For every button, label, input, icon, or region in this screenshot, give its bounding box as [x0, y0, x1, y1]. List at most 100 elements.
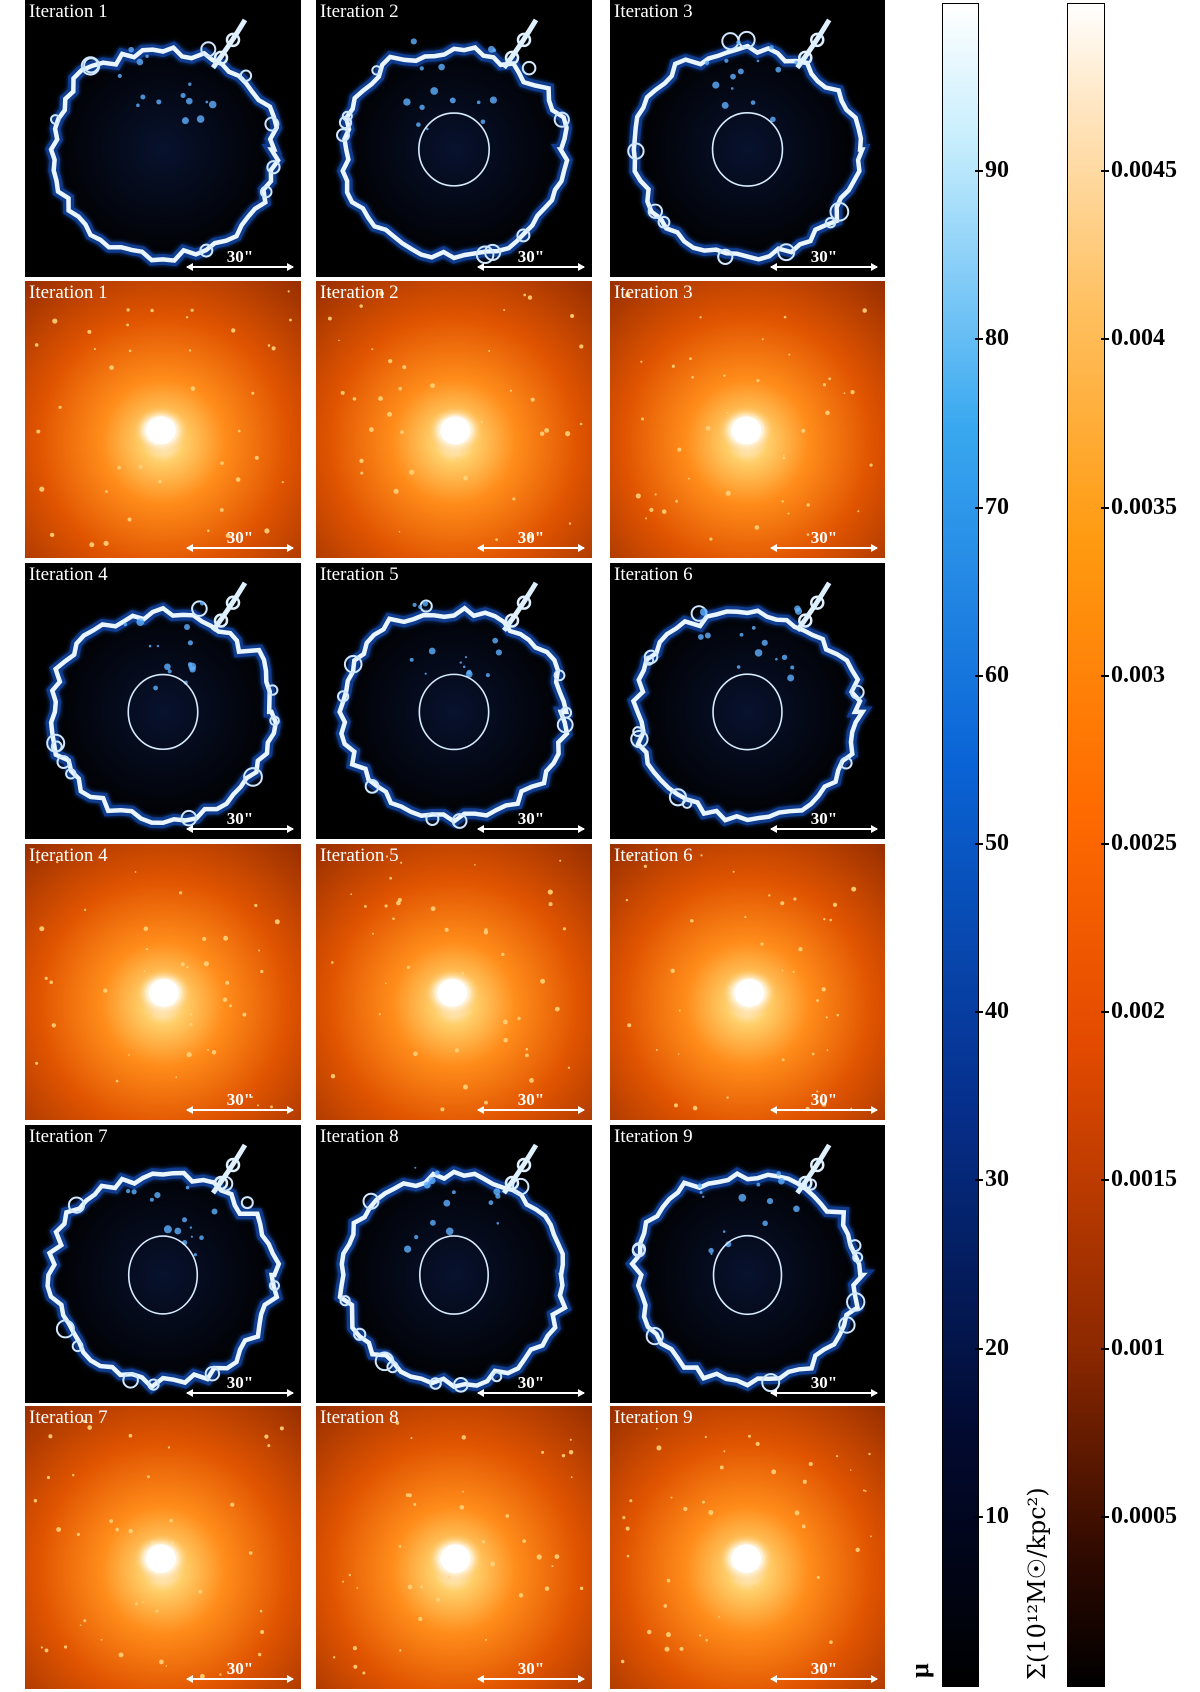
scale-bar-line [477, 1675, 585, 1683]
magnification-map-8: Iteration 5 30" [316, 563, 592, 839]
mu-tick-label: 50 [985, 830, 1009, 856]
sigma-tick-label: 0.0015 [1111, 1166, 1177, 1193]
mu-colorbar-label: μ [905, 1663, 934, 1678]
scale-bar: 30" [477, 809, 585, 833]
scale-bar-label: 30" [810, 809, 838, 828]
panel-label: Iteration 5 [320, 845, 399, 866]
scale-bar: 30" [186, 247, 294, 271]
scale-bar-label: 30" [226, 247, 254, 266]
scale-bar-line [770, 1389, 878, 1397]
mass-density-map-4: Iteration 1 30" [25, 281, 301, 558]
scale-bar-line [477, 263, 585, 271]
scale-bar: 30" [770, 528, 878, 552]
sigma-tick-mark [1101, 1011, 1109, 1014]
scale-bar-label: 30" [810, 1373, 838, 1392]
magnification-map-3: Iteration 3 30" [610, 0, 885, 277]
mass-density-map-5: Iteration 2 30" [316, 281, 592, 558]
mu-tick-mark [975, 506, 983, 509]
mass-density-map-11: Iteration 5 30" [316, 844, 592, 1120]
mu-tick-label: 20 [985, 1334, 1009, 1361]
mu-tick-label: 90 [985, 157, 1009, 184]
panel-label: Iteration 1 [29, 282, 108, 303]
scale-bar: 30" [770, 1090, 878, 1114]
mass-density-map-12: Iteration 6 30" [610, 844, 885, 1120]
scale-bar: 30" [186, 1659, 294, 1683]
scale-bar-line [770, 1106, 878, 1114]
sigma-tick-label: 0.0045 [1111, 157, 1177, 184]
scale-bar-label: 30" [517, 528, 545, 547]
scale-bar-label: 30" [810, 1659, 838, 1678]
panel-label: Iteration 4 [29, 845, 108, 866]
magnification-map-9: Iteration 6 30" [610, 563, 885, 839]
mu-tick-label: 10 [985, 1502, 1009, 1529]
sigma-colorbar-label: Σ(10¹²M☉/kpc²) [1023, 1487, 1051, 1680]
mu-tick-mark [975, 1011, 983, 1014]
scale-bar-line [770, 263, 878, 271]
mu-tick-label: 30 [985, 1166, 1009, 1193]
scale-bar-label: 30" [517, 1373, 545, 1392]
magnification-map-1: Iteration 1 30" [25, 0, 301, 277]
panel-label: Iteration 3 [614, 1, 693, 22]
sigma-tick-label: 0.0035 [1111, 493, 1177, 520]
panel-label: Iteration 6 [614, 845, 693, 866]
mu-tick-mark [975, 1179, 983, 1182]
sigma-tick-mark [1101, 506, 1109, 509]
panel-label: Iteration 9 [614, 1126, 693, 1147]
sigma-tick-mark [1101, 1515, 1109, 1518]
mu-tick-mark [975, 843, 983, 845]
panel-label: Iteration 5 [320, 564, 399, 585]
panel-label: Iteration 4 [29, 564, 108, 585]
scale-bar-label: 30" [517, 1090, 545, 1109]
mass-density-map-16: Iteration 7 30" [25, 1406, 301, 1689]
sigma-colorbar [1067, 3, 1105, 1687]
scale-bar: 30" [770, 1373, 878, 1397]
mass-density-map-18: Iteration 9 30" [610, 1406, 885, 1689]
mu-tick-label: 60 [985, 661, 1009, 688]
scale-bar-line [186, 825, 294, 833]
scale-bar-label: 30" [517, 247, 545, 266]
mu-colorbar [942, 3, 979, 1687]
scale-bar-line [770, 825, 878, 833]
sigma-tick-mark [1101, 1179, 1109, 1182]
scale-bar-label: 30" [810, 247, 838, 266]
scale-bar-label: 30" [226, 809, 254, 828]
mu-tick-mark [975, 674, 983, 677]
panel-label: Iteration 8 [320, 1407, 399, 1428]
panel-label: Iteration 9 [614, 1407, 693, 1428]
magnification-map-7: Iteration 4 30" [25, 563, 301, 839]
scale-bar: 30" [770, 1659, 878, 1683]
magnification-map-15: Iteration 9 30" [610, 1125, 885, 1403]
scale-bar-line [186, 263, 294, 271]
sigma-tick-mark [1101, 843, 1109, 845]
mu-tick-mark [975, 170, 983, 173]
panel-label: Iteration 2 [320, 282, 399, 303]
sigma-tick-label: 0.003 [1111, 661, 1165, 688]
mass-density-map-6: Iteration 3 30" [610, 281, 885, 558]
scale-bar: 30" [770, 809, 878, 833]
scale-bar: 30" [186, 809, 294, 833]
sigma-tick-label: 0.004 [1111, 325, 1165, 352]
mass-density-map-10: Iteration 4 30" [25, 844, 301, 1120]
panel-label: Iteration 6 [614, 564, 693, 585]
scale-bar-label: 30" [226, 1090, 254, 1109]
scale-bar: 30" [477, 1090, 585, 1114]
sigma-tick-label: 0.001 [1111, 1334, 1165, 1361]
scale-bar: 30" [477, 528, 585, 552]
sigma-tick-label: 0.002 [1111, 998, 1165, 1025]
panel-label: Iteration 2 [320, 1, 399, 22]
scale-bar-line [477, 1389, 585, 1397]
mu-tick-mark [975, 1515, 983, 1518]
scale-bar-label: 30" [810, 1090, 838, 1109]
sigma-tick-mark [1101, 1347, 1109, 1350]
scale-bar-line [477, 544, 585, 552]
magnification-map-2: Iteration 2 30" [316, 0, 592, 277]
scale-bar-label: 30" [810, 528, 838, 547]
mu-tick-label: 70 [985, 493, 1009, 520]
scale-bar-line [477, 1106, 585, 1114]
scale-bar-line [770, 544, 878, 552]
scale-bar-line [186, 544, 294, 552]
scale-bar: 30" [186, 1373, 294, 1397]
mu-tick-label: 80 [985, 325, 1009, 352]
panel-label: Iteration 3 [614, 282, 693, 303]
panel-label: Iteration 7 [29, 1126, 108, 1147]
